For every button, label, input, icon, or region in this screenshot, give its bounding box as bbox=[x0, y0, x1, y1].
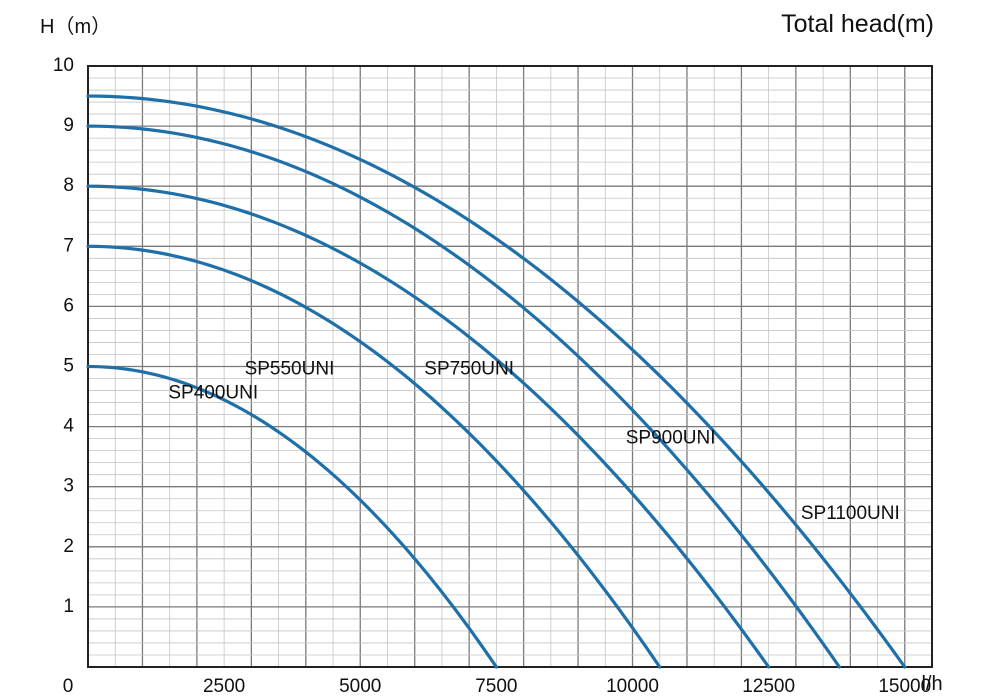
curve-sp400uni bbox=[86, 364, 498, 669]
curve-sp550uni bbox=[86, 244, 662, 669]
y-tick-label: 4 bbox=[63, 416, 74, 437]
curve-sp750uni bbox=[86, 184, 771, 669]
y-tick-label: 8 bbox=[63, 175, 74, 196]
x-tick-label: 7500 bbox=[475, 676, 517, 697]
x-tick-label: 5000 bbox=[339, 676, 381, 697]
axis-tick-labels: 0 2500 5000 7500 10000 12500 15000 1 2 3 4 5 6 7 8 9 10 bbox=[53, 55, 931, 697]
series-label-sp900uni: SP900UNI bbox=[626, 428, 716, 449]
y-tick-label: 2 bbox=[63, 536, 74, 557]
y-axis-label: H（m） bbox=[40, 15, 111, 38]
y-tick-label: 1 bbox=[63, 596, 74, 617]
curve-sp900uni bbox=[86, 124, 842, 669]
series-label-sp400uni: SP400UNI bbox=[168, 383, 258, 404]
y-tick-label: 5 bbox=[63, 356, 74, 377]
series-labels: SP400UNI SP550UNI SP750UNI SP900UNI SP1100UN… bbox=[168, 359, 899, 524]
grid bbox=[88, 66, 932, 667]
series-label-sp1100uni: SP1100UNI bbox=[801, 503, 900, 524]
y-tick-label: 7 bbox=[63, 235, 74, 256]
chart-title: Total head(m) bbox=[781, 10, 934, 38]
series-label-sp750uni: SP750UNI bbox=[424, 359, 514, 380]
x-tick-label: 2500 bbox=[203, 676, 245, 697]
series-curves bbox=[86, 94, 907, 669]
y-tick-label: 9 bbox=[63, 115, 74, 136]
y-tick-label: 10 bbox=[53, 55, 74, 76]
x-tick-label: 12500 bbox=[742, 676, 795, 697]
y-tick-label: 3 bbox=[63, 476, 74, 497]
x-tick-label: 15000 bbox=[878, 676, 931, 697]
curve-sp1100uni bbox=[86, 94, 907, 669]
x-tick-label: 10000 bbox=[606, 676, 659, 697]
x-tick-label: 0 bbox=[63, 676, 74, 697]
y-tick-label: 6 bbox=[63, 295, 74, 316]
x-axis-unit: l/h bbox=[921, 673, 942, 695]
series-label-sp550uni: SP550UNI bbox=[245, 359, 335, 380]
